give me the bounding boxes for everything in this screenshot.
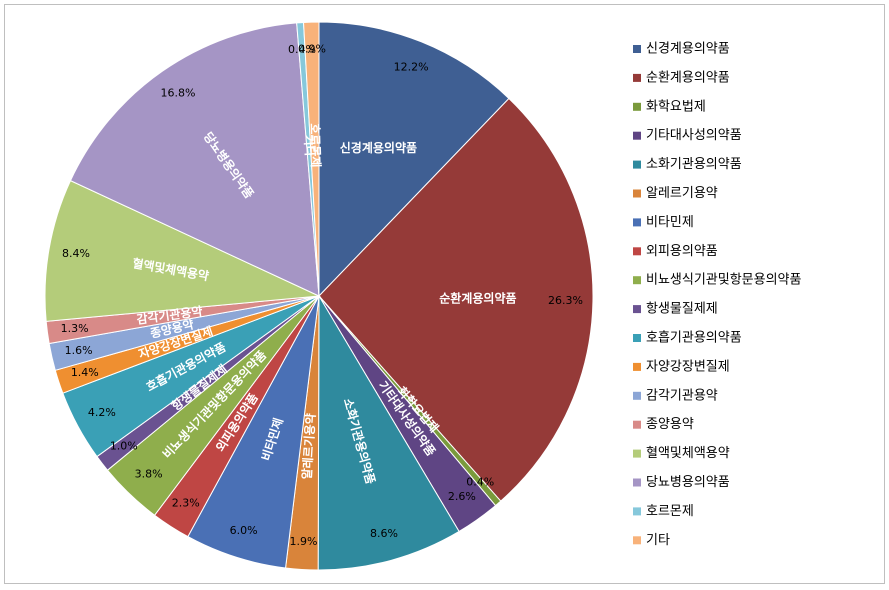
percent-label: 1.4% (71, 366, 99, 379)
percent-label: 12.2% (394, 60, 429, 73)
legend-swatch (633, 102, 641, 111)
legend-item: 소화기관용의약품 (633, 157, 742, 172)
percent-label: 4.2% (88, 406, 116, 419)
in-slice-label: 알레르기용약 (299, 413, 318, 480)
legend-label: 감각기관용약 (646, 388, 718, 403)
percent-label: 26.3% (548, 294, 583, 307)
legend-swatch (633, 391, 641, 400)
legend-item: 비뇨생식기관및항문용의약품 (633, 273, 802, 288)
legend-swatch (633, 218, 641, 227)
legend-swatch (633, 189, 641, 198)
legend-item: 기타 (633, 533, 670, 548)
legend-label: 혈액및체액용약 (646, 446, 730, 461)
percent-label: 1.6% (65, 344, 93, 357)
legend-item: 비타민제 (633, 215, 694, 230)
legend-item: 항생물질제제 (633, 302, 718, 317)
legend-swatch (633, 362, 641, 371)
legend-swatch (633, 507, 641, 516)
legend-swatch (633, 420, 641, 429)
percent-labels: 12.2%26.3%0.4%2.6%8.6%1.9%6.0%2.3%3.8%1.… (61, 43, 583, 549)
legend-label: 기타대사성의약품 (646, 128, 742, 143)
legend-swatch (633, 334, 641, 342)
legend-item: 감각기관용약 (633, 388, 718, 403)
in-slice-label: 순환계용의약품 (439, 291, 516, 306)
legend-item: 기타대사성의약품 (633, 128, 742, 143)
legend-swatch (633, 449, 641, 458)
legend-swatch (633, 536, 641, 545)
legend-label: 소화기관용의약품 (646, 157, 742, 172)
percent-label: 1.0% (110, 440, 138, 453)
legend-label: 순환계용의약품 (646, 70, 730, 85)
pie-slice (318, 21, 510, 298)
legend-item: 화학요법제 (633, 99, 706, 114)
pie-slice (303, 21, 320, 297)
legend-swatch (633, 247, 641, 256)
percent-label: 1.9% (290, 535, 318, 548)
legend-label: 호흡기관용의약품 (646, 331, 742, 346)
legend-swatch (633, 73, 641, 82)
pie-slice (44, 179, 321, 322)
legend-item: 신경계용의약품 (633, 42, 730, 57)
legend-label: 기타 (646, 533, 670, 548)
pie-slice (69, 22, 320, 297)
percent-label: 1.3% (61, 322, 89, 335)
legend-item: 호흡기관용의약품 (633, 331, 742, 346)
percent-label: 0.4% (466, 476, 494, 489)
percent-label: 0.9% (298, 43, 326, 56)
percent-label: 2.6% (448, 490, 476, 503)
legend-item: 혈액및체액용약 (633, 446, 730, 461)
legend-item: 호르몬제 (633, 504, 694, 519)
percent-label: 0.4% (288, 43, 316, 56)
legend-swatch (633, 276, 641, 285)
in-slice-label: 기타 (301, 134, 318, 157)
pie-chart: 신경계용의약품순환계용의약품화학요법제기타대사성의약품소화기관용의약품알레르기용… (44, 21, 802, 571)
legend-label: 신경계용의약품 (646, 42, 730, 57)
legend-label: 자양강장변질제 (646, 359, 730, 374)
legend-swatch (633, 305, 641, 314)
percent-label: 2.3% (172, 497, 200, 510)
percent-label: 8.4% (62, 247, 90, 260)
legend-label: 비타민제 (646, 215, 694, 230)
percent-label: 8.6% (370, 527, 398, 540)
legend-label: 항생물질제제 (646, 302, 718, 317)
legend: 신경계용의약품순환계용의약품화학요법제기타대사성의약품소화기관용의약품알레르기용… (633, 42, 802, 548)
legend-item: 당뇨병용의약품 (633, 475, 730, 490)
legend-swatch (633, 45, 641, 53)
legend-item: 자양강장변질제 (633, 359, 730, 374)
legend-label: 알레르기용약 (646, 186, 718, 201)
legend-label: 외피용의약품 (646, 244, 718, 259)
legend-swatch (633, 131, 641, 140)
legend-label: 비뇨생식기관및항문용의약품 (646, 273, 802, 288)
legend-swatch (633, 478, 641, 487)
percent-label: 6.0% (230, 524, 258, 537)
percent-label: 3.8% (135, 467, 163, 480)
legend-item: 종양용약 (633, 417, 694, 432)
legend-label: 종양용약 (646, 417, 694, 432)
percent-label: 16.8% (161, 87, 196, 100)
in-slice-label: 호르몬제 (308, 123, 323, 168)
in-slice-label: 신경계용의약품 (340, 140, 417, 155)
legend-item: 순환계용의약품 (633, 70, 730, 85)
legend-swatch (633, 160, 641, 169)
pie-slices (44, 21, 594, 571)
pie-slice (318, 97, 594, 502)
chart-frame: 신경계용의약품 순환계용의약품 화학요법제 기타대사성의약품 소화기관용의약품 알레르기용… (4, 4, 885, 584)
legend-label: 당뇨병용의약품 (646, 475, 730, 490)
pie-slice (317, 294, 460, 571)
legend-label: 화학요법제 (646, 99, 706, 114)
legend-item: 외피용의약품 (633, 244, 718, 259)
legend-label: 호르몬제 (646, 504, 694, 519)
legend-item: 알레르기용약 (633, 186, 718, 201)
